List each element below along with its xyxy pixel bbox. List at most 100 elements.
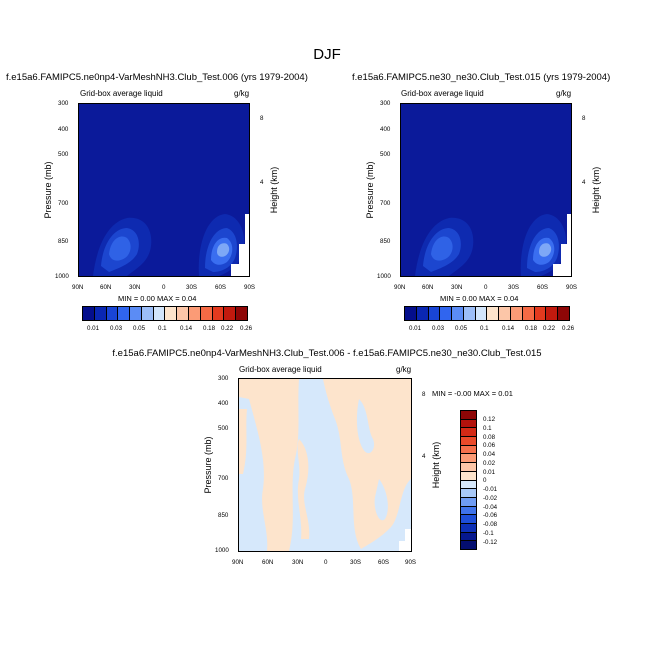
y-tick-label: 500: [58, 151, 69, 158]
x-tick-label: 90S: [244, 284, 256, 291]
colorbar-swatch: [94, 307, 107, 320]
y2-tick-label: 4: [260, 179, 264, 186]
colorbar-label: 0.02: [483, 459, 496, 467]
colorbar-swatch: [461, 497, 476, 507]
colorbar-swatch: [461, 515, 476, 524]
contour-plot: [239, 379, 411, 551]
colorbar-swatch: [416, 307, 429, 320]
colorbar-label: 0.14: [180, 325, 193, 332]
panel-subtitle-right: g/kg: [396, 365, 412, 374]
colorbar-swatch: [106, 307, 119, 320]
colorbar-swatch: [461, 419, 476, 429]
colorbar-swatch: [83, 307, 95, 320]
colorbar-label: 0.1: [483, 424, 492, 432]
x-tick-label: 30N: [451, 284, 463, 291]
contour-positive: [239, 379, 299, 551]
y-tick-label: 500: [218, 425, 229, 432]
colorbar-label: 0.01: [87, 325, 100, 332]
colorbar-label: 0.1: [480, 325, 489, 332]
colorbar-swatch: [546, 307, 559, 320]
contour-plot: [401, 104, 571, 276]
x-tick-label: 30S: [508, 284, 520, 291]
x-tick-label: 60N: [422, 284, 434, 291]
main-title: DJF: [313, 46, 341, 63]
panel-subtitle-right: g/kg: [556, 89, 572, 98]
y-tick-label: 400: [380, 126, 391, 133]
y-tick-label: 1000: [55, 273, 69, 280]
x-tick-label: 60S: [378, 559, 390, 566]
panel-title: f.e15a6.FAMIPC5.ne30_ne30.Club_Test.015 …: [352, 72, 611, 83]
y2-axis-label: Height (km): [269, 166, 279, 214]
colorbar-label: 0.08: [483, 433, 496, 441]
colorbar-swatch: [212, 307, 225, 320]
colorbar-label: 0.26: [562, 325, 575, 332]
colorbar-swatch: [236, 307, 247, 320]
colorbar: [82, 306, 248, 321]
panel-subtitle-left: Grid-box average liquid: [239, 365, 322, 374]
colorbar-label: 0.18: [203, 325, 216, 332]
x-tick-label: 0: [162, 284, 166, 291]
x-tick-label: 60N: [262, 559, 274, 566]
colorbar-swatch: [499, 307, 512, 320]
contour-plot: [79, 104, 249, 276]
min-max-readout: MIN = 0.00 MAX = 0.04: [118, 294, 197, 303]
colorbar-label: 0: [483, 477, 487, 485]
colorbar-label: 0.22: [221, 325, 234, 332]
y2-tick-label: 8: [582, 115, 586, 122]
colorbar-label: 0.03: [110, 325, 123, 332]
colorbar: [460, 410, 477, 550]
contour-positive: [239, 409, 247, 474]
colorbar-swatch: [461, 463, 476, 472]
terrain-mask: [231, 214, 249, 276]
contour-positive: [323, 379, 411, 549]
colorbar-swatch: [461, 471, 476, 481]
colorbar-swatch: [461, 532, 476, 542]
colorbar-swatch: [461, 445, 476, 455]
x-tick-label: 60S: [215, 284, 227, 291]
contour-negative: [374, 479, 388, 521]
terrain-mask: [399, 529, 411, 551]
x-tick-label: 0: [484, 284, 488, 291]
colorbar-swatch: [461, 428, 476, 438]
min-max-readout: MIN = -0.00 MAX = 0.01: [432, 389, 513, 398]
x-tick-label: 30S: [350, 559, 362, 566]
colorbar-swatch: [461, 454, 476, 464]
panel-subtitle-left: Grid-box average liquid: [80, 89, 163, 98]
contour-level-3: [109, 236, 131, 261]
contour-negative: [356, 399, 375, 454]
y-tick-label: 700: [218, 475, 229, 482]
colorbar-swatch: [463, 307, 476, 320]
y-tick-label: 300: [380, 100, 391, 107]
y-tick-label: 1000: [215, 547, 229, 554]
y2-axis-label: Height (km): [591, 166, 601, 214]
colorbar-label: 0.01: [483, 468, 496, 476]
x-tick-label: 90S: [566, 284, 578, 291]
colorbar-swatch: [440, 307, 453, 320]
y-axis-label: Pressure (mb): [43, 161, 53, 219]
colorbar-swatch: [534, 307, 547, 320]
colorbar: [404, 306, 570, 321]
colorbar-swatch: [141, 307, 154, 320]
y-tick-label: 700: [58, 200, 69, 207]
colorbar-swatch: [118, 307, 131, 320]
x-tick-label: 90N: [232, 559, 244, 566]
colorbar-label: -0.06: [483, 512, 498, 520]
colorbar-swatch: [461, 506, 476, 516]
x-tick-label: 90N: [394, 284, 406, 291]
min-max-readout: MIN = 0.00 MAX = 0.04: [440, 294, 519, 303]
colorbar-swatch: [452, 307, 464, 320]
y-tick-label: 850: [380, 238, 391, 245]
x-tick-label: 30S: [186, 284, 198, 291]
plot-area: [238, 378, 412, 552]
colorbar-label: -0.04: [483, 503, 498, 511]
colorbar-swatch: [428, 307, 441, 320]
colorbar-label: -0.01: [483, 486, 498, 493]
colorbar-swatch: [487, 307, 500, 320]
panel-title: f.e15a6.FAMIPC5.ne0np4-VarMeshNH3.Club_T…: [112, 348, 542, 359]
y2-tick-label: 4: [582, 179, 586, 186]
colorbar-label: 0.01: [409, 325, 422, 332]
colorbar-label: 0.1: [158, 325, 167, 332]
panel-title: f.e15a6.FAMIPC5.ne0np4-VarMeshNH3.Club_T…: [6, 72, 308, 83]
x-tick-label: 30N: [292, 559, 304, 566]
panel-subtitle-right: g/kg: [234, 89, 250, 98]
